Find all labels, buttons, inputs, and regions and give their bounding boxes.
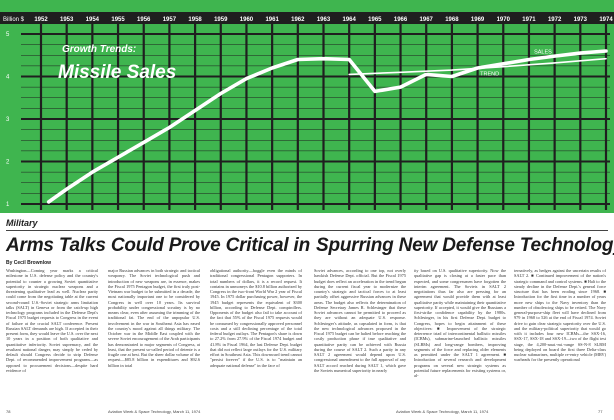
article-column-4: Soviet advances, according to one top, n…: [314, 268, 406, 373]
x-tick-label: 1968: [445, 17, 459, 23]
x-tick-label: 1959: [214, 17, 228, 23]
x-tick-label: 1974: [599, 17, 613, 23]
x-tick-label: 1961: [265, 17, 279, 23]
y-tick-label: 1: [6, 202, 10, 208]
x-tick-label: 1956: [137, 17, 151, 23]
series-line-trend: [348, 57, 607, 76]
chart-title: Growth Trends:: [62, 44, 136, 55]
x-tick-label: 1960: [240, 17, 254, 23]
x-tick-label: 1958: [188, 17, 202, 23]
y-unit-label: Billion $: [3, 17, 25, 23]
missile-sales-chart: Billion $ 5 4 3 2 1 1952 1953 1954 1955 1956 1957…: [0, 0, 614, 213]
section-label: Military: [6, 218, 38, 228]
series-line-sales: [46, 49, 608, 204]
article-column-3: obligational authority—boggle even the m…: [210, 268, 302, 368]
x-tick-label: 1964: [343, 17, 357, 23]
x-tick-label: 1963: [317, 17, 331, 23]
folio-right-page: 77: [598, 409, 603, 414]
byline: By Cecil Brownlow: [6, 260, 52, 266]
folio-left-page: 78: [6, 409, 11, 414]
article-column-5: ity based on U.S. qualitative superiorit…: [414, 268, 506, 378]
y-tick-label: 4: [6, 75, 10, 81]
year-tick-bar: [0, 12, 614, 24]
section-rule: [6, 230, 608, 231]
folio-right-text: Aviation Week & Space Technology, March …: [396, 409, 489, 414]
headline-left: Arms Talks Could Prove Critical in: [6, 235, 310, 256]
article-column-6: ternatively, as hedges against the uncer…: [514, 268, 606, 363]
x-tick-label: 1954: [86, 17, 100, 23]
x-tick-label: 1952: [34, 17, 48, 23]
chart-series: SALES TREND: [46, 49, 608, 204]
x-tick-label: 1972: [548, 17, 562, 23]
x-tick-label: 1967: [420, 17, 434, 23]
y-tick-label: 2: [6, 160, 10, 166]
x-tick-labels: 1952 1953 1954 1955 1956 1957 1958 1959 1960 1961…: [34, 17, 613, 23]
y-tick-label: 3: [6, 117, 10, 123]
y-tick-label: 5: [6, 32, 10, 38]
series-label-trend: TREND: [480, 72, 499, 78]
x-tick-label: 1970: [497, 17, 511, 23]
x-tick-label: 1973: [574, 17, 588, 23]
x-tick-label: 1962: [291, 17, 305, 23]
x-tick-label: 1969: [471, 17, 485, 23]
x-tick-label: 1953: [60, 17, 74, 23]
chart-subtitle: Missile Sales: [58, 62, 176, 83]
series-label-sales: SALES: [534, 50, 552, 56]
chart-background: [0, 0, 614, 213]
x-tick-label: 1955: [111, 17, 125, 23]
x-tick-label: 1957: [163, 17, 177, 23]
folio-left-text: Aviation Week & Space Technology, March …: [108, 409, 201, 414]
x-tick-label: 1971: [522, 17, 536, 23]
y-tick-labels: 5 4 3 2 1: [6, 32, 10, 208]
x-tick-label: 1965: [368, 17, 382, 23]
article-column-1: Washington—Coming year marks a critical …: [6, 268, 98, 373]
headline-right: Spurring New Defense Technology: [316, 235, 614, 256]
x-tick-label: 1966: [394, 17, 408, 23]
article-column-2: major Russian advances in both strategic…: [108, 268, 200, 368]
chart-grid: [21, 24, 610, 210]
